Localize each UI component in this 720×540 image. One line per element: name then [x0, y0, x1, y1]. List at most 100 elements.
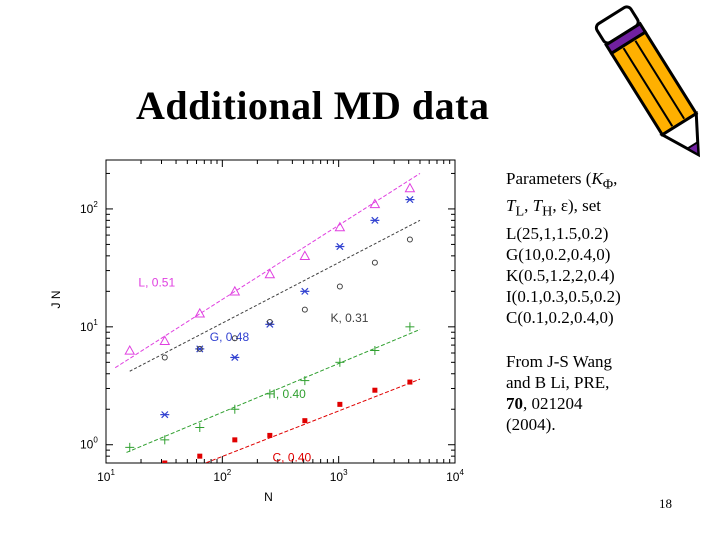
- data-point-asterisk: [230, 353, 240, 362]
- data-point-triangle: [159, 335, 171, 345]
- data-point-asterisk: [160, 411, 170, 419]
- data-point-square: [337, 401, 343, 407]
- param-th-symbol: T: [532, 196, 543, 216]
- data-point-circle: [266, 318, 273, 325]
- param-set-G: G(10,0.2,0.4,0): [506, 244, 611, 264]
- params-prefix: Parameters (: [506, 169, 592, 188]
- data-point-square: [197, 453, 203, 459]
- data-point-circle: [371, 259, 378, 266]
- data-point-triangle: [194, 307, 206, 318]
- ref-volume: 70: [506, 394, 523, 413]
- data-point-triangle: [334, 221, 346, 232]
- params-line-2: TL, TH, ε), set: [506, 195, 621, 222]
- y-tick-label-base: 10: [80, 202, 94, 216]
- data-point-triangle: [404, 182, 416, 193]
- data-point-plus: [195, 423, 205, 433]
- data-point-square: [302, 418, 308, 424]
- data-point-plus: [370, 345, 380, 355]
- data-point-circle: [336, 283, 343, 290]
- data-point-triangle: [229, 285, 241, 296]
- data-point-square: [407, 379, 413, 385]
- fit-line-K: [129, 219, 421, 372]
- x-tick-label-exp: 2: [227, 468, 232, 477]
- series-I: [125, 322, 421, 453]
- series-label-I: I, 0.40: [273, 387, 307, 401]
- param-set-L: L(25,1,1.5,0.2): [506, 223, 609, 243]
- y-tick-label-base: 10: [80, 320, 94, 334]
- asterisk-stroke: [161, 411, 169, 419]
- ref-line-3: 70, 021204: [506, 393, 612, 414]
- y-tick-label-exp: 1: [93, 318, 98, 327]
- y-tick-label: 101: [80, 318, 98, 334]
- data-point-asterisk: [370, 216, 380, 224]
- series-label-K: K, 0.31: [330, 311, 368, 325]
- series-G: [160, 196, 415, 419]
- data-point-circle: [196, 345, 203, 352]
- data-point-plus: [125, 442, 135, 452]
- y-tick-label-exp: 2: [93, 200, 98, 209]
- x-axis-label: N: [264, 490, 273, 504]
- series-label-G: G, 0.48: [210, 330, 250, 344]
- data-point-circle: [406, 236, 413, 243]
- fit-line-L: [114, 173, 421, 369]
- pencil-icon: [594, 5, 700, 158]
- x-tick-label: 103: [330, 468, 348, 484]
- series-label-L: L, 0.51: [138, 275, 175, 289]
- param-set-C: C(0.1,0.2,0.4,0): [506, 307, 614, 327]
- fit-line-I: [126, 328, 421, 453]
- data-point-triangle: [124, 344, 136, 355]
- reference-text: From J-S Wang and B Li, PRE, 70, 021204 …: [506, 351, 612, 435]
- ref-article: , 021204: [523, 394, 583, 413]
- data-point-square: [372, 387, 378, 393]
- page-number: 18: [659, 496, 672, 511]
- x-tick-label-base: 10: [446, 470, 460, 484]
- param-phi-sub: Φ: [602, 176, 614, 193]
- data-point-plus: [335, 357, 345, 367]
- series-C: [127, 378, 421, 473]
- param-k-symbol: K: [591, 169, 603, 188]
- x-tick-label-base: 10: [97, 470, 111, 484]
- data-point-asterisk: [405, 196, 415, 204]
- data-point-asterisk: [300, 287, 310, 295]
- x-tick-label-exp: 4: [459, 468, 464, 477]
- parameters-text: Parameters (KΦ, TL, TH, ε), set L(25,1,1…: [506, 168, 621, 328]
- data-point-square: [127, 468, 132, 473]
- fit-line-C: [204, 378, 421, 463]
- x-tick-label-base: 10: [213, 470, 227, 484]
- data-point-plus: [265, 389, 275, 399]
- asterisk-stroke: [231, 353, 239, 362]
- series-K: [129, 219, 421, 372]
- y-tick-label: 102: [80, 200, 98, 216]
- params-sep: ,: [524, 196, 533, 216]
- data-point-circle: [161, 354, 168, 361]
- x-tick-label: 102: [213, 468, 231, 484]
- ref-line-2: and B Li, PRE,: [506, 373, 610, 392]
- x-tick-label-exp: 3: [343, 468, 348, 477]
- data-point-plus: [160, 435, 170, 445]
- data-point-square: [232, 437, 238, 443]
- data-point-circle: [231, 335, 238, 342]
- params-comma: ,: [613, 169, 618, 188]
- y-tick-label-base: 10: [80, 438, 94, 452]
- asterisk-stroke: [406, 196, 414, 204]
- data-point-plus: [405, 322, 415, 332]
- slide-title: Additional MD data: [136, 83, 490, 128]
- ref-line-4: (2004).: [506, 415, 556, 434]
- params-line-1: Parameters (KΦ,: [506, 168, 621, 195]
- x-tick-label: 104: [446, 468, 464, 484]
- param-set-I: I(0.1,0.3,0.5,0.2): [506, 286, 621, 306]
- ref-line-1: From J-S Wang: [506, 352, 612, 371]
- data-point-square: [267, 432, 273, 438]
- data-point-square: [162, 460, 168, 463]
- params-eps-set: , ε), set: [552, 196, 602, 216]
- data-point-plus: [300, 376, 310, 386]
- data-point-asterisk: [335, 242, 345, 251]
- y-axis-label: J N: [50, 291, 63, 309]
- data-point-plus: [230, 404, 240, 414]
- x-tick-label: 101: [97, 468, 115, 484]
- data-point-circle: [301, 306, 308, 313]
- series-L: [114, 173, 421, 369]
- series-label-C: C, 0.40: [273, 451, 312, 465]
- x-tick-label-exp: 1: [110, 468, 115, 477]
